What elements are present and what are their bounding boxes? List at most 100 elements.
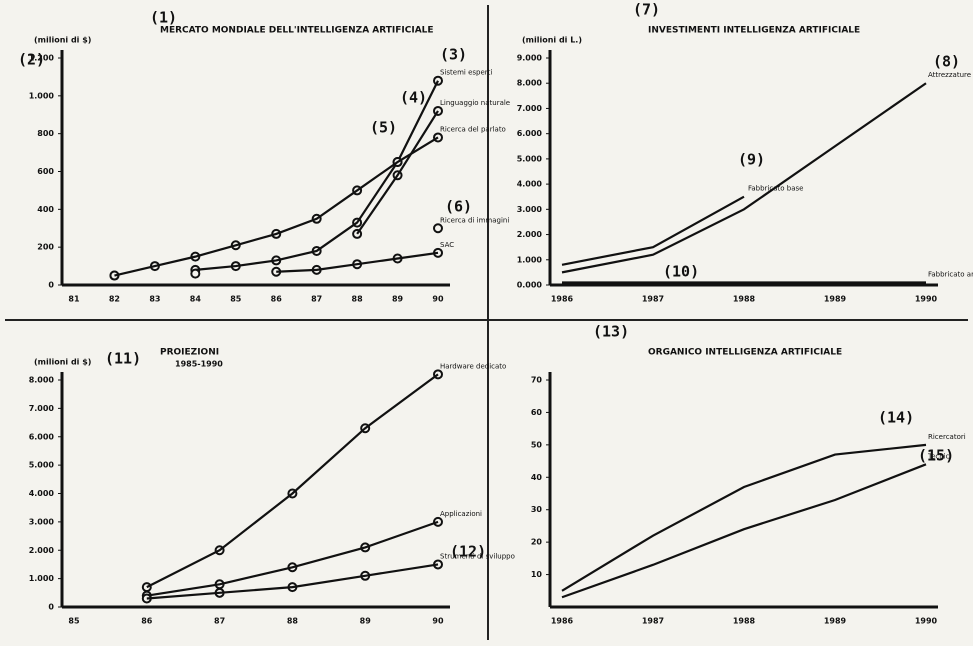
x-tick-label: 1989 <box>824 295 847 304</box>
y-tick-label: 8.000 <box>29 376 55 385</box>
x-tick-label: 90 <box>432 295 444 304</box>
y-tick-label: 7.000 <box>517 104 543 113</box>
y-tick-label: 0 <box>48 603 54 612</box>
series-label: Sistemi esperti <box>440 69 492 77</box>
series-line <box>146 373 439 589</box>
series-line <box>356 110 439 235</box>
y-tick-label: 60 <box>531 408 543 417</box>
series-line <box>276 251 439 273</box>
annotation: (12) <box>450 543 486 561</box>
y-tick-label: 6.000 <box>517 129 543 138</box>
x-tick-label: 1989 <box>824 617 847 626</box>
x-tick-label: 85 <box>230 295 242 304</box>
data-point <box>433 223 443 234</box>
annotation: (7) <box>633 1 660 19</box>
y-tick-label: 50 <box>531 440 543 449</box>
x-tick-label: 1987 <box>642 295 664 304</box>
series-line <box>561 82 927 274</box>
x-tick-label: 85 <box>68 617 80 626</box>
y-tick-label: 200 <box>37 243 54 252</box>
x-tick-label: 82 <box>109 295 120 304</box>
x-tick-label: 1986 <box>551 295 574 304</box>
annotation: (6) <box>445 198 472 216</box>
x-tick-label: 1986 <box>551 617 574 626</box>
y-axis-label: (milioni di L.) <box>522 36 582 45</box>
annotation: (15) <box>918 447 954 465</box>
series-line <box>561 443 927 592</box>
series-label: Fabbricato base <box>748 185 803 193</box>
y-tick-label: 3.000 <box>517 205 543 214</box>
x-tick-label: 88 <box>287 617 299 626</box>
annotation: (10) <box>663 263 699 281</box>
y-tick-label: 5.000 <box>517 154 543 163</box>
data-point <box>190 268 201 279</box>
chart-title: MERCATO MONDIALE DELL'INTELLIGENZA ARTIF… <box>160 26 434 36</box>
y-tick-label: 3.000 <box>29 517 55 526</box>
chart-subtitle: 1985-1990 <box>175 360 223 369</box>
series-line <box>146 520 439 597</box>
y-tick-label: 1.000 <box>29 91 55 100</box>
x-tick-label: 89 <box>360 617 372 626</box>
y-tick-label: 9.000 <box>517 54 543 63</box>
y-tick-label: 1.000 <box>29 574 55 583</box>
series-label: SAC <box>440 241 454 249</box>
series-line <box>561 195 745 266</box>
annotation: (9) <box>738 151 765 169</box>
y-tick-label: 8.000 <box>517 79 543 88</box>
y-tick-label: 6.000 <box>29 432 55 441</box>
y-tick-label: 10 <box>531 570 543 579</box>
series-line <box>146 563 439 600</box>
annotation: (2) <box>18 51 45 69</box>
series-label: Linguaggio naturale <box>440 99 510 107</box>
series-label: Hardware dedicato <box>440 362 506 370</box>
y-tick-label: 600 <box>37 167 54 176</box>
series-label: Fabbricato ammissione <box>928 270 973 278</box>
x-tick-label: 1988 <box>733 617 756 626</box>
x-tick-label: 1988 <box>733 295 756 304</box>
annotation: (5) <box>370 119 397 137</box>
series-line <box>561 463 927 599</box>
x-tick-label: 83 <box>149 295 160 304</box>
x-tick-label: 1990 <box>915 295 938 304</box>
x-tick-label: 86 <box>271 295 283 304</box>
y-tick-label: 0 <box>48 281 54 290</box>
y-tick-label: 4.000 <box>517 180 543 189</box>
y-axis-label: (milioni di $) <box>34 36 91 45</box>
x-tick-label: 88 <box>352 295 364 304</box>
y-tick-label: 20 <box>531 538 543 547</box>
x-tick-label: 90 <box>432 617 444 626</box>
chart-title: PROIEZIONI <box>160 348 219 358</box>
annotation: (3) <box>440 46 467 64</box>
y-tick-label: 1.000 <box>517 255 543 264</box>
y-tick-label: 70 <box>531 376 543 385</box>
series-line <box>114 136 439 277</box>
series-label: Tecnici <box>927 452 951 460</box>
y-tick-label: 30 <box>531 505 543 514</box>
y-tick-label: 2.000 <box>517 230 543 239</box>
chart-title: INVESTIMENTI INTELLIGENZA ARTIFICIALE <box>648 26 860 36</box>
annotation: (1) <box>150 9 177 27</box>
y-tick-label: 1.200 <box>29 54 55 63</box>
series-label: Attrezzature base <box>928 71 973 79</box>
x-tick-label: 1987 <box>642 617 664 626</box>
y-tick-label: 0.000 <box>517 281 543 290</box>
x-tick-label: 87 <box>214 617 225 626</box>
y-tick-label: 4.000 <box>29 489 55 498</box>
y-tick-label: 40 <box>531 473 543 482</box>
y-axis-label: (milioni di $) <box>34 358 91 367</box>
y-tick-label: 800 <box>37 129 54 138</box>
x-tick-label: 89 <box>392 295 404 304</box>
y-tick-label: 7.000 <box>29 404 55 413</box>
chart-title: ORGANICO INTELLIGENZA ARTIFICIALE <box>648 348 842 358</box>
series-label: Ricerca di immagini <box>440 216 509 224</box>
annotation: (8) <box>933 53 960 71</box>
y-tick-label: 5.000 <box>29 461 55 470</box>
series-label: Applicazioni <box>440 510 482 518</box>
y-tick-label: 2.000 <box>29 546 55 555</box>
x-tick-label: 87 <box>311 295 322 304</box>
series-label: Ricerca del parlato <box>440 125 506 133</box>
series-label: Strumenti di sviluppo <box>440 552 515 560</box>
x-tick-label: 1990 <box>915 617 938 626</box>
series-label: Ricercatori <box>928 433 966 441</box>
